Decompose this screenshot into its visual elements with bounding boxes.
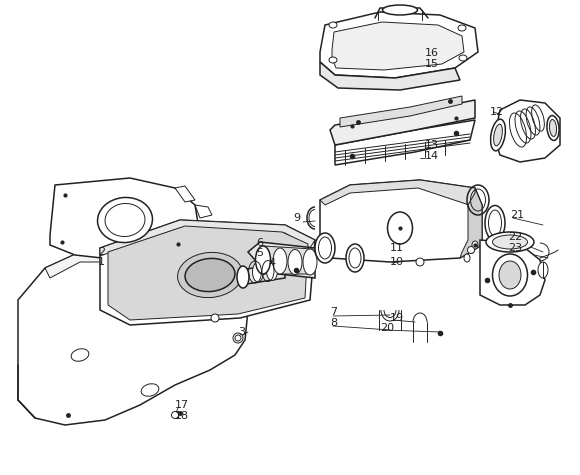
Text: 9: 9 — [293, 213, 300, 223]
Polygon shape — [495, 100, 560, 162]
Ellipse shape — [485, 206, 505, 240]
Ellipse shape — [459, 55, 467, 61]
Ellipse shape — [329, 57, 337, 63]
Text: 3: 3 — [238, 327, 245, 337]
Polygon shape — [100, 220, 315, 256]
Ellipse shape — [387, 212, 412, 244]
Ellipse shape — [97, 198, 153, 243]
Polygon shape — [332, 22, 464, 70]
Polygon shape — [195, 205, 212, 218]
Polygon shape — [320, 62, 460, 90]
Ellipse shape — [233, 333, 243, 343]
Text: 23: 23 — [508, 243, 522, 253]
Ellipse shape — [549, 120, 557, 136]
Ellipse shape — [416, 258, 424, 266]
Polygon shape — [263, 246, 313, 274]
Text: 16: 16 — [425, 48, 439, 58]
Ellipse shape — [211, 314, 219, 322]
Ellipse shape — [315, 233, 335, 263]
Ellipse shape — [499, 261, 521, 289]
Polygon shape — [50, 178, 200, 260]
Text: 12: 12 — [490, 107, 504, 117]
Text: 17: 17 — [175, 400, 189, 410]
Polygon shape — [480, 240, 545, 305]
Ellipse shape — [382, 5, 418, 15]
Ellipse shape — [141, 384, 159, 396]
Ellipse shape — [494, 124, 502, 146]
Ellipse shape — [273, 248, 287, 274]
Ellipse shape — [237, 266, 249, 288]
Text: 1: 1 — [98, 257, 105, 267]
Text: 18: 18 — [175, 411, 189, 421]
Polygon shape — [320, 180, 482, 208]
Polygon shape — [45, 250, 195, 278]
Text: 22: 22 — [508, 232, 522, 242]
Ellipse shape — [303, 249, 317, 275]
Ellipse shape — [172, 411, 179, 418]
Ellipse shape — [464, 254, 470, 262]
Polygon shape — [330, 100, 475, 145]
Polygon shape — [212, 268, 248, 315]
Polygon shape — [100, 220, 315, 325]
Ellipse shape — [266, 262, 277, 281]
Text: 14: 14 — [425, 151, 439, 161]
Text: 20: 20 — [380, 323, 394, 333]
Ellipse shape — [467, 247, 474, 254]
Polygon shape — [320, 180, 482, 262]
Ellipse shape — [488, 210, 502, 236]
Polygon shape — [240, 263, 285, 285]
Ellipse shape — [349, 248, 361, 268]
Ellipse shape — [492, 235, 527, 249]
Text: 7: 7 — [330, 307, 337, 317]
Text: 21: 21 — [510, 210, 524, 220]
Ellipse shape — [185, 258, 235, 292]
Polygon shape — [108, 226, 308, 320]
Ellipse shape — [547, 115, 559, 141]
Ellipse shape — [177, 252, 242, 298]
Text: 15: 15 — [425, 59, 439, 69]
Ellipse shape — [458, 25, 466, 31]
Polygon shape — [335, 120, 475, 165]
Ellipse shape — [486, 232, 534, 252]
Polygon shape — [460, 188, 482, 258]
Text: 6: 6 — [256, 238, 263, 248]
Ellipse shape — [105, 203, 145, 237]
Polygon shape — [175, 186, 195, 202]
Ellipse shape — [288, 249, 302, 275]
Ellipse shape — [71, 349, 89, 361]
Ellipse shape — [318, 237, 332, 259]
Text: 19: 19 — [390, 313, 404, 323]
Polygon shape — [18, 250, 248, 425]
Text: 10: 10 — [390, 257, 404, 267]
Ellipse shape — [472, 241, 478, 249]
Text: 5: 5 — [256, 248, 263, 258]
Text: 2: 2 — [98, 247, 105, 257]
Polygon shape — [320, 12, 478, 78]
Text: 13: 13 — [425, 140, 439, 150]
Ellipse shape — [491, 119, 505, 151]
Ellipse shape — [329, 22, 337, 28]
Text: 8: 8 — [330, 318, 337, 328]
Polygon shape — [248, 242, 315, 278]
Ellipse shape — [538, 262, 548, 278]
Text: 11: 11 — [390, 243, 404, 253]
Ellipse shape — [492, 254, 527, 296]
Text: 4: 4 — [268, 258, 275, 268]
Polygon shape — [340, 96, 462, 127]
Ellipse shape — [235, 335, 241, 341]
Ellipse shape — [252, 262, 263, 282]
Ellipse shape — [256, 246, 270, 274]
Ellipse shape — [346, 244, 364, 272]
